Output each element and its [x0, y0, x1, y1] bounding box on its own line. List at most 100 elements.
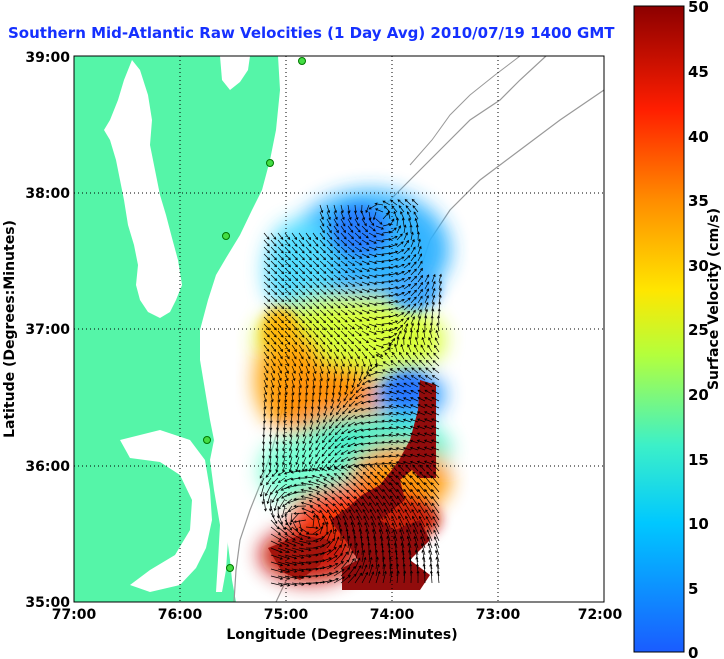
velocity-arrow [353, 435, 363, 440]
velocity-arrow [424, 382, 433, 388]
velocity-arrow [391, 471, 398, 479]
velocity-arrow [349, 515, 356, 528]
velocity-arrow [284, 344, 291, 353]
velocity-arrow [403, 283, 412, 290]
velocity-arrow [298, 260, 305, 268]
velocity-arrow [305, 281, 313, 288]
velocity-arrow [277, 365, 282, 374]
velocity-arrow [326, 232, 333, 240]
delaware-bay [220, 56, 250, 90]
velocity-arrow [312, 365, 317, 375]
velocity-arrow [360, 407, 370, 412]
velocity-arrow [400, 542, 405, 556]
velocity-arrow [419, 464, 426, 472]
velocity-arrow [412, 205, 419, 213]
bathymetry-contour [409, 56, 521, 166]
velocity-arrow [396, 495, 405, 507]
velocity-arrow [376, 508, 384, 521]
velocity-arrow [361, 337, 370, 344]
velocity-arrow [319, 365, 324, 375]
velocity-arrow [424, 308, 429, 318]
velocity-arrow [340, 372, 344, 382]
velocity-arrow [409, 432, 419, 437]
velocity-arrow [312, 330, 319, 338]
velocity-arrow [404, 367, 412, 374]
velocity-arrow [430, 425, 440, 430]
velocity-arrow [397, 508, 405, 521]
radar-station [298, 57, 306, 65]
velocity-arrow [347, 211, 352, 221]
velocity-arrow [354, 549, 360, 563]
velocity-arrow [291, 260, 298, 268]
y-tick-label: 37:00 [25, 322, 70, 338]
velocity-arrow [437, 315, 441, 325]
velocity-arrow [403, 488, 412, 500]
velocity-arrow [389, 482, 398, 493]
velocity-arrow [428, 337, 433, 346]
velocity-arrow [298, 239, 305, 247]
velocity-arrow [435, 329, 440, 339]
velocity-arrow [341, 465, 349, 472]
velocity-arrow [270, 547, 283, 554]
velocity-arrow [284, 365, 289, 374]
velocity-arrow [303, 407, 307, 417]
velocity-arrow [354, 260, 363, 266]
velocity-arrow [383, 502, 391, 514]
velocity-arrow [374, 208, 384, 213]
velocity-arrow [270, 400, 274, 410]
velocity-arrow [391, 351, 398, 360]
velocity-arrow [368, 288, 378, 292]
velocity-arrow [263, 309, 271, 317]
velocity-arrow [276, 421, 280, 431]
velocity-arrow [368, 218, 375, 226]
velocity-arrow [284, 337, 291, 346]
velocity-arrow [423, 570, 427, 584]
y-tick-label: 35:00 [25, 595, 70, 611]
velocity-arrow [305, 337, 312, 345]
velocity-arrow [410, 303, 417, 311]
velocity-arrow [328, 428, 335, 436]
velocity-arrow [326, 351, 332, 360]
velocity-arrow [396, 488, 405, 500]
velocity-arrow [375, 351, 384, 357]
velocity-arrow [319, 564, 333, 570]
velocity-arrow [410, 397, 419, 402]
velocity-arrow [433, 522, 440, 535]
velocity-arrow [277, 302, 285, 310]
velocity-arrow [319, 204, 324, 214]
velocity-arrow [284, 246, 291, 254]
velocity-arrow [389, 243, 399, 248]
velocity-arrow [414, 542, 419, 556]
velocity-arrow [305, 260, 313, 268]
velocity-arrow [282, 463, 286, 473]
velocity-arrow [354, 337, 362, 344]
velocity-arrow [410, 231, 414, 241]
velocity-arrow [282, 435, 286, 445]
velocity-arrow [284, 561, 298, 566]
velocity-arrow [347, 295, 356, 301]
velocity-arrow [438, 294, 442, 304]
velocity-arrow [367, 372, 377, 377]
velocity-arrow [284, 260, 291, 268]
x-axis-label: Longitude (Degrees:Minutes) [226, 627, 457, 643]
velocity-arrow [347, 542, 353, 556]
velocity-arrow [430, 475, 440, 486]
velocity-arrow [321, 449, 328, 458]
velocity-arrow [361, 239, 370, 245]
velocity-arrow [402, 563, 406, 577]
velocity-arrow [361, 309, 370, 314]
velocity-arrow [353, 421, 363, 426]
velocity-arrow [406, 535, 412, 549]
velocity-arrow [368, 211, 372, 221]
velocity-arrow [396, 305, 405, 311]
velocity-arrow [275, 456, 279, 466]
velocity-arrow [417, 488, 426, 500]
velocity-arrow [416, 570, 420, 583]
velocity-arrow [395, 390, 405, 395]
x-tick-label: 77:00 [52, 607, 97, 623]
velocity-arrow [347, 456, 356, 461]
velocity-arrow [382, 230, 392, 234]
velocity-arrow [402, 397, 412, 402]
velocity-arrow [374, 420, 384, 424]
velocity-arrow [270, 316, 277, 324]
